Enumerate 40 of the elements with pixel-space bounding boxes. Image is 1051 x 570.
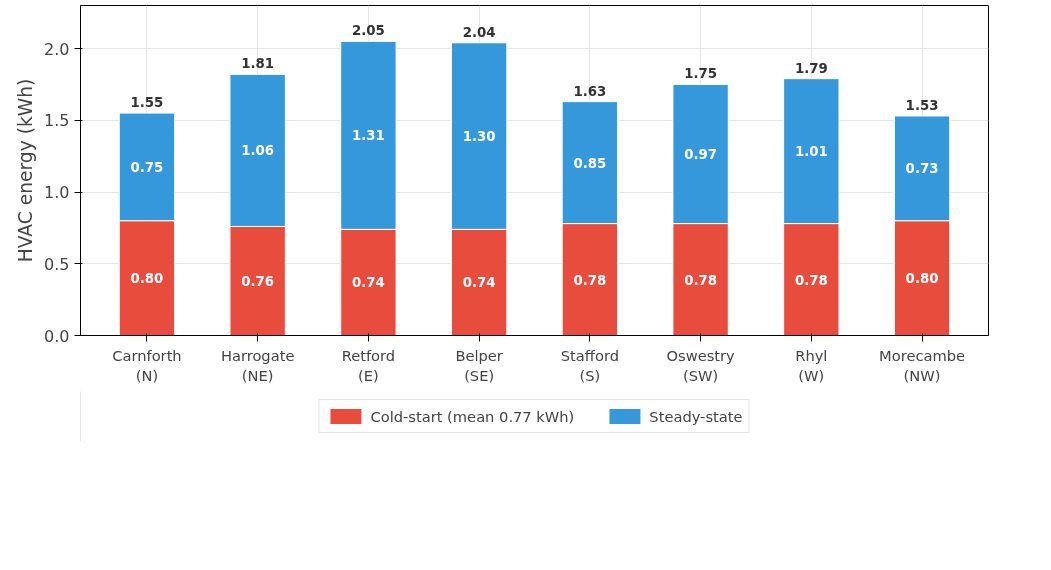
data-label: 0.85 (573, 155, 607, 171)
total-label: 1.81 (241, 56, 275, 72)
y-tick-label: 2.0 (44, 39, 70, 59)
total-label: 1.79 (794, 60, 828, 76)
total-label: 1.53 (905, 97, 939, 113)
total-label: 2.04 (462, 24, 496, 40)
data-label: 0.80 (905, 271, 939, 287)
x-tick-label: Rhyl (W) (795, 346, 828, 384)
data-label: 1.31 (351, 128, 385, 144)
data-label: 1.06 (241, 143, 275, 159)
data-label: 0.74 (462, 275, 496, 291)
x-tick-label: Stafford (S) (560, 346, 619, 384)
data-label: 0.78 (684, 272, 718, 288)
y-tick-label: 0.0 (44, 326, 70, 346)
x-tick-label: Oswestry (SW) (666, 346, 736, 384)
data-label: 0.76 (241, 273, 275, 289)
legend-label: Steady-state (649, 407, 743, 425)
data-label: 0.75 (130, 159, 164, 175)
data-label: 1.30 (462, 129, 496, 145)
y-tick-label: 1.5 (44, 111, 70, 131)
x-tick-label: Morecambe (NW) (879, 346, 966, 384)
y-tick-label: 0.5 (44, 254, 70, 274)
x-tick-label: Carnforth (N) (112, 346, 182, 384)
total-label: 1.63 (573, 83, 607, 99)
x-tick-label: Harrogate (NE) (220, 346, 295, 384)
data-label: 0.73 (905, 161, 939, 177)
data-label: 1.01 (794, 144, 828, 160)
total-label: 2.05 (351, 23, 385, 39)
data-label: 0.78 (794, 272, 828, 288)
data-label: 0.97 (684, 147, 718, 162)
total-label: 1.55 (130, 95, 164, 111)
y-tick-label: 1.0 (44, 183, 70, 203)
x-tick-label: Belper (SE) (455, 346, 504, 384)
total-label: 1.75 (684, 66, 718, 82)
x-tick-label: Retford (E) (341, 346, 396, 384)
data-label: 0.74 (351, 275, 385, 291)
data-label: 0.80 (130, 271, 164, 287)
data-label: 0.78 (573, 272, 607, 288)
legend-label: Cold-start (mean 0.77 kWh) (370, 407, 575, 425)
y-axis-title: HVAC energy (kWh) (15, 78, 37, 263)
